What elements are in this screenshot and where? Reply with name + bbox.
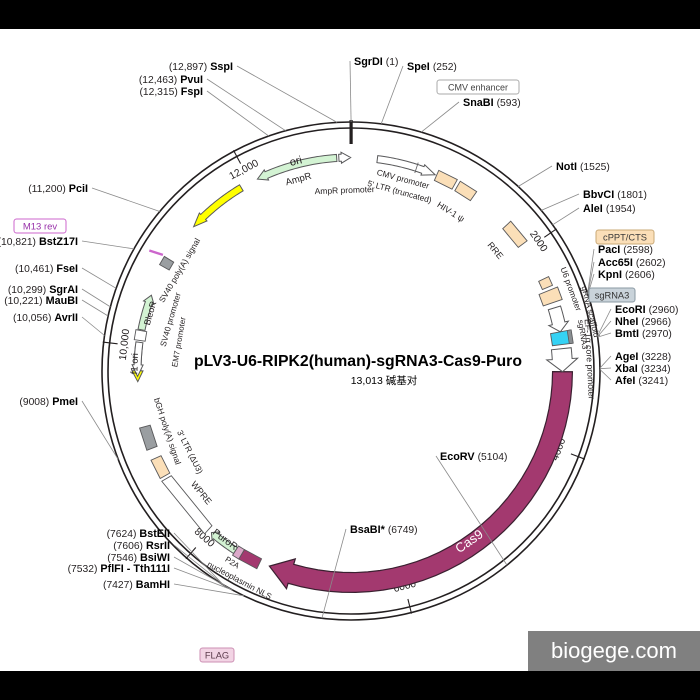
svg-text:(12,463) PvuI: (12,463) PvuI [139, 74, 203, 86]
svg-text:(10,821) BstZ17I: (10,821) BstZ17I [0, 236, 78, 248]
svg-text:(7532) PflFI - Tth111I: (7532) PflFI - Tth111I [68, 563, 170, 575]
svg-text:FLAG: FLAG [205, 651, 229, 661]
svg-text:(10,056) AvrII: (10,056) AvrII [13, 312, 78, 324]
svg-text:NheI (2966): NheI (2966) [615, 316, 671, 328]
svg-text:EcoRI (2960): EcoRI (2960) [615, 304, 678, 316]
svg-text:(10,299) SgrAI: (10,299) SgrAI [8, 284, 78, 296]
svg-text:CMV enhancer: CMV enhancer [448, 83, 508, 93]
svg-text:(7606) RsrII: (7606) RsrII [113, 540, 170, 552]
svg-text:(9008) PmeI: (9008) PmeI [19, 396, 78, 408]
svg-text:SpeI (252): SpeI (252) [407, 61, 457, 73]
svg-text:AmpR: AmpR [284, 171, 312, 189]
svg-text:(7624) BstEII: (7624) BstEII [107, 528, 170, 540]
svg-text:(12,897) SspI: (12,897) SspI [169, 61, 233, 73]
svg-text:RRE: RRE [485, 240, 505, 261]
svg-text:cPPT/CTS: cPPT/CTS [603, 233, 647, 243]
svg-text:NotI (1525): NotI (1525) [556, 161, 610, 173]
svg-text:Acc65I (2602): Acc65I (2602) [598, 257, 666, 269]
svg-text:KpnI (2606): KpnI (2606) [598, 269, 655, 281]
svg-text:(7427) BamHI: (7427) BamHI [103, 579, 170, 591]
svg-text:AmpR promoter: AmpR promoter [314, 184, 374, 196]
svg-text:BbvCI (1801): BbvCI (1801) [583, 189, 647, 201]
svg-text:EcoRV (5104): EcoRV (5104) [440, 451, 507, 463]
svg-text:SgrDI (1): SgrDI (1) [354, 56, 398, 68]
svg-text:(7546) BsiWI: (7546) BsiWI [107, 552, 170, 564]
svg-text:(11,200) PciI: (11,200) PciI [28, 183, 88, 195]
svg-text:(12,315) FspI: (12,315) FspI [139, 86, 203, 98]
svg-text:PacI (2598): PacI (2598) [598, 244, 653, 256]
svg-text:HIV-1 ψ: HIV-1 ψ [435, 199, 466, 224]
svg-text:12,000: 12,000 [228, 158, 261, 183]
svg-text:sgRNA3: sgRNA3 [595, 291, 630, 301]
svg-text:BmtI (2970): BmtI (2970) [615, 328, 672, 340]
svg-text:AleI (1954): AleI (1954) [583, 203, 636, 215]
svg-text:M13 rev: M13 rev [23, 222, 58, 233]
svg-text:(10,461) FseI: (10,461) FseI [15, 263, 78, 275]
svg-text:2000: 2000 [527, 229, 549, 254]
svg-text:(10,221) MauBI: (10,221) MauBI [4, 295, 78, 307]
svg-text:BsaBI* (6749): BsaBI* (6749) [350, 524, 418, 536]
svg-text:SnaBI (593): SnaBI (593) [463, 97, 521, 109]
